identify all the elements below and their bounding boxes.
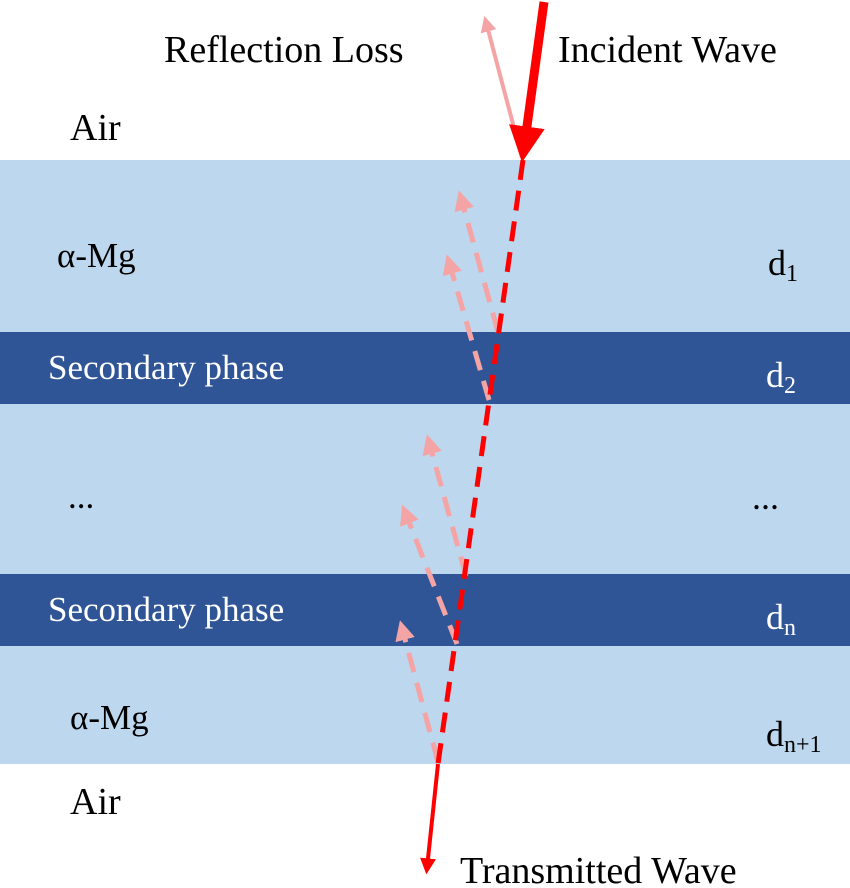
internal-reflection-2b (400, 504, 460, 645)
reflection-loss-label: Reflection Loss (164, 29, 404, 71)
internal-reflection-3 (395, 620, 441, 763)
layer-middle (0, 404, 850, 574)
layer-2-material: Secondary phase (48, 348, 285, 387)
transmitted-wave-label: Transmitted Wave (460, 850, 737, 888)
incident-wave-label: Incident Wave (558, 29, 777, 71)
layer-5-thickness: dn+1 (766, 714, 822, 758)
layer-secondary-phase-n (0, 574, 850, 646)
layer-3-thickness: ... (752, 477, 779, 517)
transmitted-path-inside (435, 159, 526, 765)
layer-1-thickness: d1 (768, 243, 798, 287)
layer-4-thickness: dn (766, 597, 796, 641)
internal-reflection-1b (442, 254, 492, 401)
air-bottom-label: Air (70, 781, 121, 823)
layer-alpha-mg-bottom (0, 646, 850, 764)
reflection-loss-ray (480, 15, 524, 159)
internal-reflection-2a (422, 434, 469, 577)
layer-5-material: α-Mg (70, 698, 149, 737)
air-top-label: Air (70, 107, 121, 149)
layer-secondary-phase-1 (0, 332, 850, 404)
transmitted-wave-ray (420, 763, 440, 875)
layer-4-material: Secondary phase (48, 590, 285, 629)
layer-2-thickness: d2 (766, 355, 796, 399)
incident-wave-ray (509, 1, 549, 163)
internal-reflection-1a (454, 190, 501, 333)
layer-alpha-mg-top (0, 160, 850, 332)
layer-1-material: α-Mg (57, 236, 136, 275)
layer-3-material: ... (68, 477, 95, 516)
